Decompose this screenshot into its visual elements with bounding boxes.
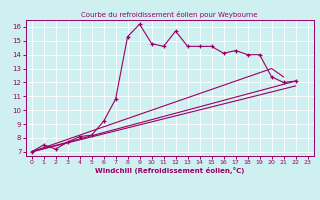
X-axis label: Windchill (Refroidissement éolien,°C): Windchill (Refroidissement éolien,°C) — [95, 167, 244, 174]
Title: Courbe du refroidissement éolien pour Weybourne: Courbe du refroidissement éolien pour We… — [81, 11, 258, 18]
